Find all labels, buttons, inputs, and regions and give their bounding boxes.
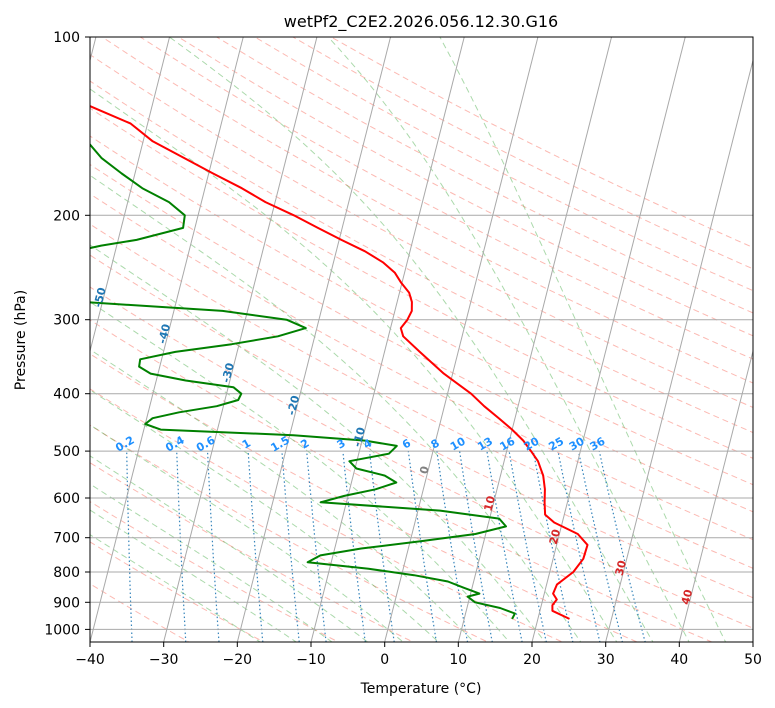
moist-adiabat-line xyxy=(90,244,546,642)
y-tick-label: 1000 xyxy=(44,622,80,638)
isotherm-label: -30 xyxy=(219,361,237,384)
x-tick-label: 10 xyxy=(449,652,467,668)
isotherm-line xyxy=(90,37,171,354)
x-tick-label: 0 xyxy=(380,652,389,668)
moist-adiabat-line xyxy=(90,483,333,642)
dry-adiabat-line xyxy=(90,424,489,642)
y-tick-label: 100 xyxy=(53,30,80,46)
y-tick-label: 500 xyxy=(53,444,80,460)
x-tick-label: 30 xyxy=(597,652,615,668)
dry-adiabat-line xyxy=(215,37,753,314)
x-tick-label: 50 xyxy=(744,652,762,668)
y-tick-label: 700 xyxy=(53,531,80,547)
dry-adiabat-line xyxy=(90,286,753,629)
isotherm-line xyxy=(310,37,465,642)
dry-adiabat-line xyxy=(90,462,415,642)
isotherm-line xyxy=(531,37,686,642)
isotherm-label: 40 xyxy=(679,588,695,606)
x-tick-label: −30 xyxy=(149,652,179,668)
isotherm-label: 10 xyxy=(482,494,498,512)
dry-adiabat-line xyxy=(90,501,340,642)
mixing-ratio-line xyxy=(407,451,438,642)
mixing-ratio-label: 1 xyxy=(240,437,253,452)
x-tick-label: 40 xyxy=(670,652,688,668)
dry-adiabat-line xyxy=(90,135,753,486)
moist-adiabat-line xyxy=(90,88,618,642)
isotherm-label: -10 xyxy=(351,425,369,448)
isotherm-line xyxy=(605,58,753,642)
x-tick-label: −40 xyxy=(75,652,105,668)
isotherm-line xyxy=(457,37,613,642)
y-tick-label: 200 xyxy=(53,208,80,224)
dewpoint-profile-line xyxy=(90,143,516,620)
moist-adiabat-line xyxy=(90,174,582,642)
dry-adiabat-line xyxy=(90,353,639,642)
x-axis-label: Temperature (°C) xyxy=(360,681,482,697)
mixing-ratio-line xyxy=(80,451,82,654)
mixing-ratio-label: 2 xyxy=(298,437,311,452)
isotherm-label: -60 xyxy=(29,242,47,265)
dry-adiabat-line xyxy=(330,37,753,248)
dry-adiabat-line xyxy=(90,541,265,642)
mixing-ratio-line xyxy=(306,451,327,642)
x-tick-label: −10 xyxy=(296,652,326,668)
moist-adiabat-line xyxy=(439,37,727,642)
y-tick-label: 300 xyxy=(53,313,80,329)
dry-adiabat-line xyxy=(291,37,753,270)
mixing-ratio-line xyxy=(459,451,493,642)
isotherm-label: -40 xyxy=(156,322,174,345)
moist-adiabat-line xyxy=(90,455,369,642)
isotherm-line xyxy=(678,349,753,642)
chart-title: wetPf2_C2E2.2026.056.12.30.G16 xyxy=(284,12,558,32)
dry-adiabat-line xyxy=(177,37,753,337)
y-axis-label: Pressure (hPa) xyxy=(13,290,29,390)
y-tick-label: 400 xyxy=(53,387,80,403)
isotherm-line xyxy=(236,37,392,642)
dry-adiabat-line xyxy=(139,37,753,360)
isotherm-line xyxy=(90,37,244,642)
dry-adiabat-line xyxy=(90,107,753,459)
mixing-ratio-line xyxy=(436,451,469,642)
mixing-ratio-line xyxy=(598,450,646,642)
moist-adiabat-line xyxy=(90,301,510,642)
isotherm-label: -20 xyxy=(285,394,303,417)
dry-adiabat-line xyxy=(90,53,753,408)
y-tick-label: 900 xyxy=(53,595,80,611)
plot-frame xyxy=(89,36,754,643)
moist-adiabat-line xyxy=(90,348,475,642)
x-tick-label: 20 xyxy=(523,652,541,668)
isotherm-label: 30 xyxy=(613,559,629,577)
mixing-ratio-line xyxy=(368,451,395,642)
isotherm-line xyxy=(384,37,539,642)
y-tick-label: 800 xyxy=(53,565,80,581)
mixing-ratio-line xyxy=(176,451,187,642)
temperature-profile-line xyxy=(90,105,589,620)
isotherm-line xyxy=(163,37,318,642)
isotherm-label: -50 xyxy=(91,286,109,309)
dry-adiabat-line xyxy=(90,193,753,541)
dry-adiabat-line xyxy=(90,583,190,642)
mixing-ratio-line xyxy=(206,451,220,642)
isotherm-line xyxy=(752,640,753,642)
dry-adiabat-line xyxy=(90,388,564,642)
moist-adiabat-line xyxy=(90,389,440,642)
y-tick-label: 600 xyxy=(53,491,80,507)
mixing-ratio-line xyxy=(247,451,264,642)
x-tick-label: −20 xyxy=(223,652,253,668)
mixing-ratio-line xyxy=(126,451,133,642)
moist-adiabat-line xyxy=(90,534,262,642)
isotherm-label: 0 xyxy=(417,464,432,475)
mixing-ratio-line xyxy=(281,451,300,642)
dry-adiabat-line xyxy=(253,37,753,292)
moist-adiabat-line xyxy=(327,37,690,642)
mixing-ratio-label: 6 xyxy=(400,436,413,451)
isotherm-label: 20 xyxy=(547,527,563,545)
